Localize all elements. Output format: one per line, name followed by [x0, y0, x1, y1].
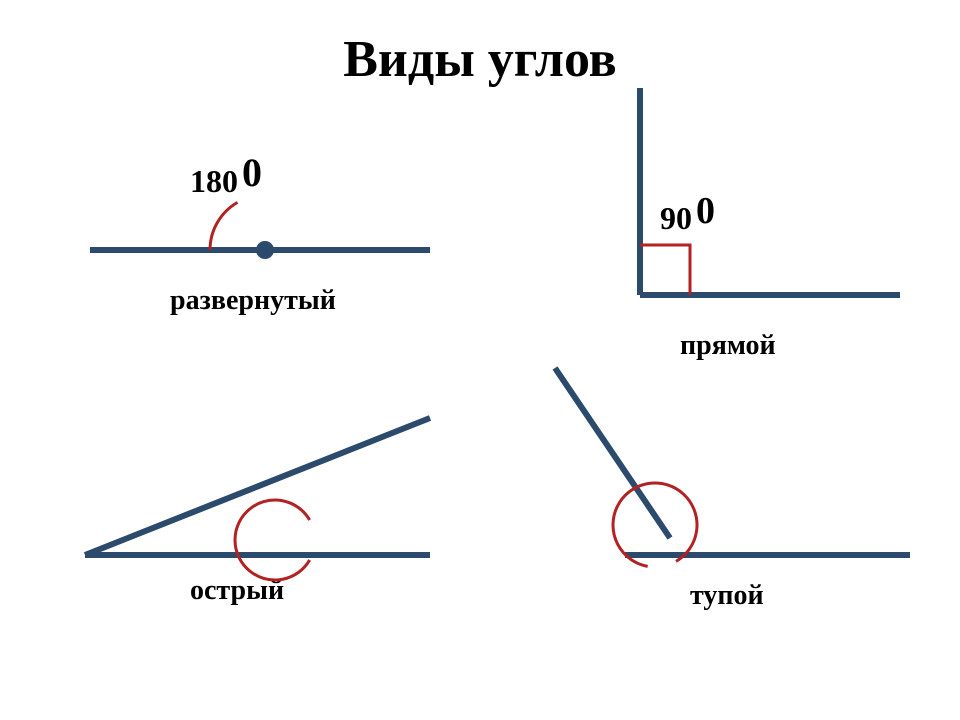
angles-diagram: [0, 0, 960, 720]
